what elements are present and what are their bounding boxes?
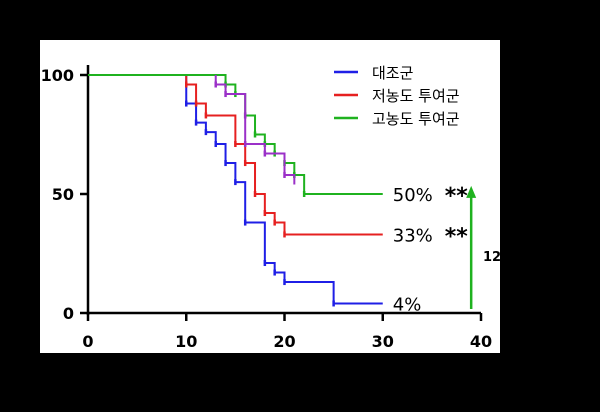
series-line-0 [88, 74, 383, 305]
x-tick-label: 20 [273, 332, 295, 351]
legend-label: 고농도 투여군 [372, 110, 460, 128]
y-tick-label: 100 [41, 66, 74, 85]
legend-label: 대조군 [372, 64, 414, 82]
end-label-1: 33% [393, 225, 433, 246]
legend-label: 저농도 투여군 [372, 87, 460, 105]
x-tick-label: 0 [82, 332, 93, 351]
end-labels-layer: 4% 33% 50% ** ** [393, 184, 469, 315]
arrow-head [466, 185, 477, 198]
y-tick-label: 50 [52, 185, 74, 204]
significance-mark: ** [445, 184, 469, 209]
y-tick-label: 0 [63, 304, 74, 323]
x-tick-label: 10 [175, 332, 197, 351]
x-tick-label: 30 [372, 332, 394, 351]
end-label-0: 4% [393, 294, 422, 315]
x-tick-label: 40 [470, 332, 492, 351]
annotation-arrow: 12 [466, 185, 501, 309]
significance-mark: ** [445, 224, 469, 249]
arrow-label: 12 [483, 250, 501, 265]
series-layer [88, 74, 383, 307]
end-label-2: 50% [393, 185, 433, 206]
plot-background [40, 40, 500, 353]
axes: 0 10 20 30 40 0 50 100 [41, 65, 492, 351]
